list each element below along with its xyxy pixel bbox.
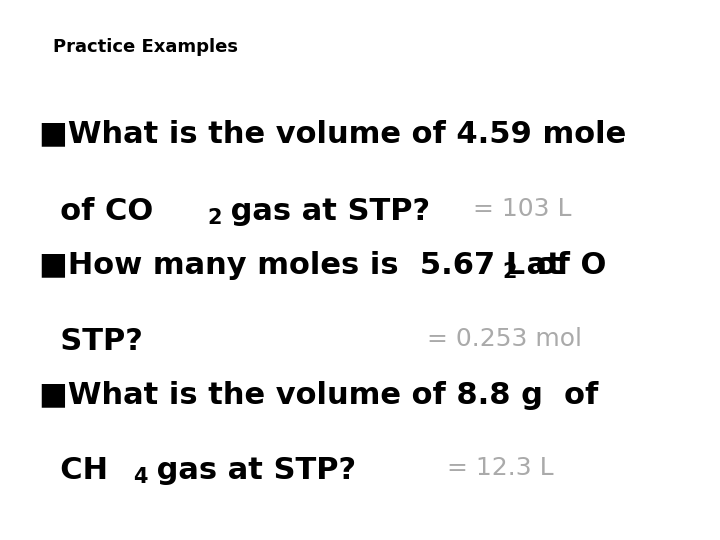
Text: ■How many moles is  5.67 L of O: ■How many moles is 5.67 L of O: [40, 251, 607, 280]
Text: Practice Examples: Practice Examples: [53, 38, 238, 56]
Text: ■What is the volume of 8.8 g  of: ■What is the volume of 8.8 g of: [40, 381, 599, 410]
Text: CH: CH: [40, 456, 109, 485]
Text: 2: 2: [207, 208, 222, 228]
Text: STP?: STP?: [40, 327, 143, 356]
Text: = 0.253 mol: = 0.253 mol: [427, 327, 582, 350]
Text: of CO: of CO: [40, 197, 153, 226]
Text: 4: 4: [132, 467, 148, 487]
Text: = 12.3 L: = 12.3 L: [447, 456, 554, 480]
Text: gas at STP?: gas at STP?: [220, 197, 431, 226]
Text: ■What is the volume of 4.59 mole: ■What is the volume of 4.59 mole: [40, 119, 626, 148]
Text: gas at STP?: gas at STP?: [146, 456, 356, 485]
Text: = 103 L: = 103 L: [473, 197, 572, 221]
Text: 2: 2: [503, 262, 517, 282]
Text: at: at: [516, 251, 562, 280]
